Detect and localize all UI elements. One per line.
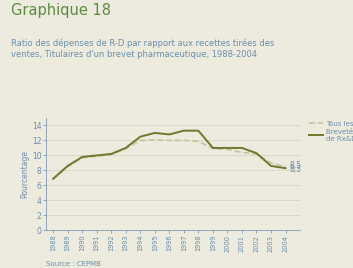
Brevetés membres
de Rx&D — [167, 133, 172, 136]
Legend: Tous les brevetés, Brevetés membres
de Rx&D: Tous les brevetés, Brevetés membres de R… — [308, 119, 353, 143]
Tous les brevetés — [211, 147, 215, 150]
Tous les brevetés — [240, 151, 244, 154]
Line: Tous les brevetés: Tous les brevetés — [53, 140, 286, 180]
Line: Brevetés membres
de Rx&D: Brevetés membres de Rx&D — [53, 131, 286, 179]
Brevetés membres
de Rx&D — [240, 146, 244, 150]
Tous les brevetés — [138, 139, 142, 142]
Y-axis label: Pourcentage: Pourcentage — [20, 150, 29, 198]
Tous les brevetés — [196, 140, 201, 143]
Brevetés membres
de Rx&D — [283, 167, 288, 170]
Brevetés membres
de Rx&D — [80, 155, 84, 159]
Tous les brevetés — [66, 165, 70, 168]
Text: Graphique 18: Graphique 18 — [11, 3, 110, 18]
Text: 8,3: 8,3 — [290, 165, 302, 174]
Brevetés membres
de Rx&D — [211, 146, 215, 150]
Text: 8,5: 8,5 — [290, 161, 302, 170]
Brevetés membres
de Rx&D — [138, 135, 142, 138]
Brevetés membres
de Rx&D — [66, 164, 70, 168]
Tous les brevetés — [255, 152, 259, 155]
Tous les brevetés — [182, 139, 186, 142]
Text: Ratio des dépenses de R-D par rapport aux recettes tirées des
ventes, Titulaires: Ratio des dépenses de R-D par rapport au… — [11, 39, 274, 59]
Brevetés membres
de Rx&D — [225, 146, 229, 150]
Tous les brevetés — [124, 147, 128, 150]
Brevetés membres
de Rx&D — [182, 129, 186, 132]
Tous les brevetés — [283, 165, 288, 168]
Brevetés membres
de Rx&D — [196, 129, 201, 132]
Brevetés membres
de Rx&D — [95, 154, 99, 157]
Brevetés membres
de Rx&D — [51, 177, 55, 180]
Brevetés membres
de Rx&D — [109, 152, 113, 155]
Brevetés membres
de Rx&D — [269, 164, 273, 168]
Tous les brevetés — [225, 148, 229, 151]
Tous les brevetés — [153, 138, 157, 141]
Brevetés membres
de Rx&D — [153, 131, 157, 135]
Tous les brevetés — [269, 161, 273, 165]
Text: Source : CEPMB: Source : CEPMB — [46, 261, 101, 267]
Brevetés membres
de Rx&D — [255, 152, 259, 155]
Brevetés membres
de Rx&D — [124, 146, 128, 150]
Tous les brevetés — [80, 156, 84, 159]
Tous les brevetés — [167, 139, 172, 142]
Tous les brevetés — [95, 155, 99, 158]
Tous les brevetés — [51, 178, 55, 181]
Tous les brevetés — [109, 153, 113, 156]
